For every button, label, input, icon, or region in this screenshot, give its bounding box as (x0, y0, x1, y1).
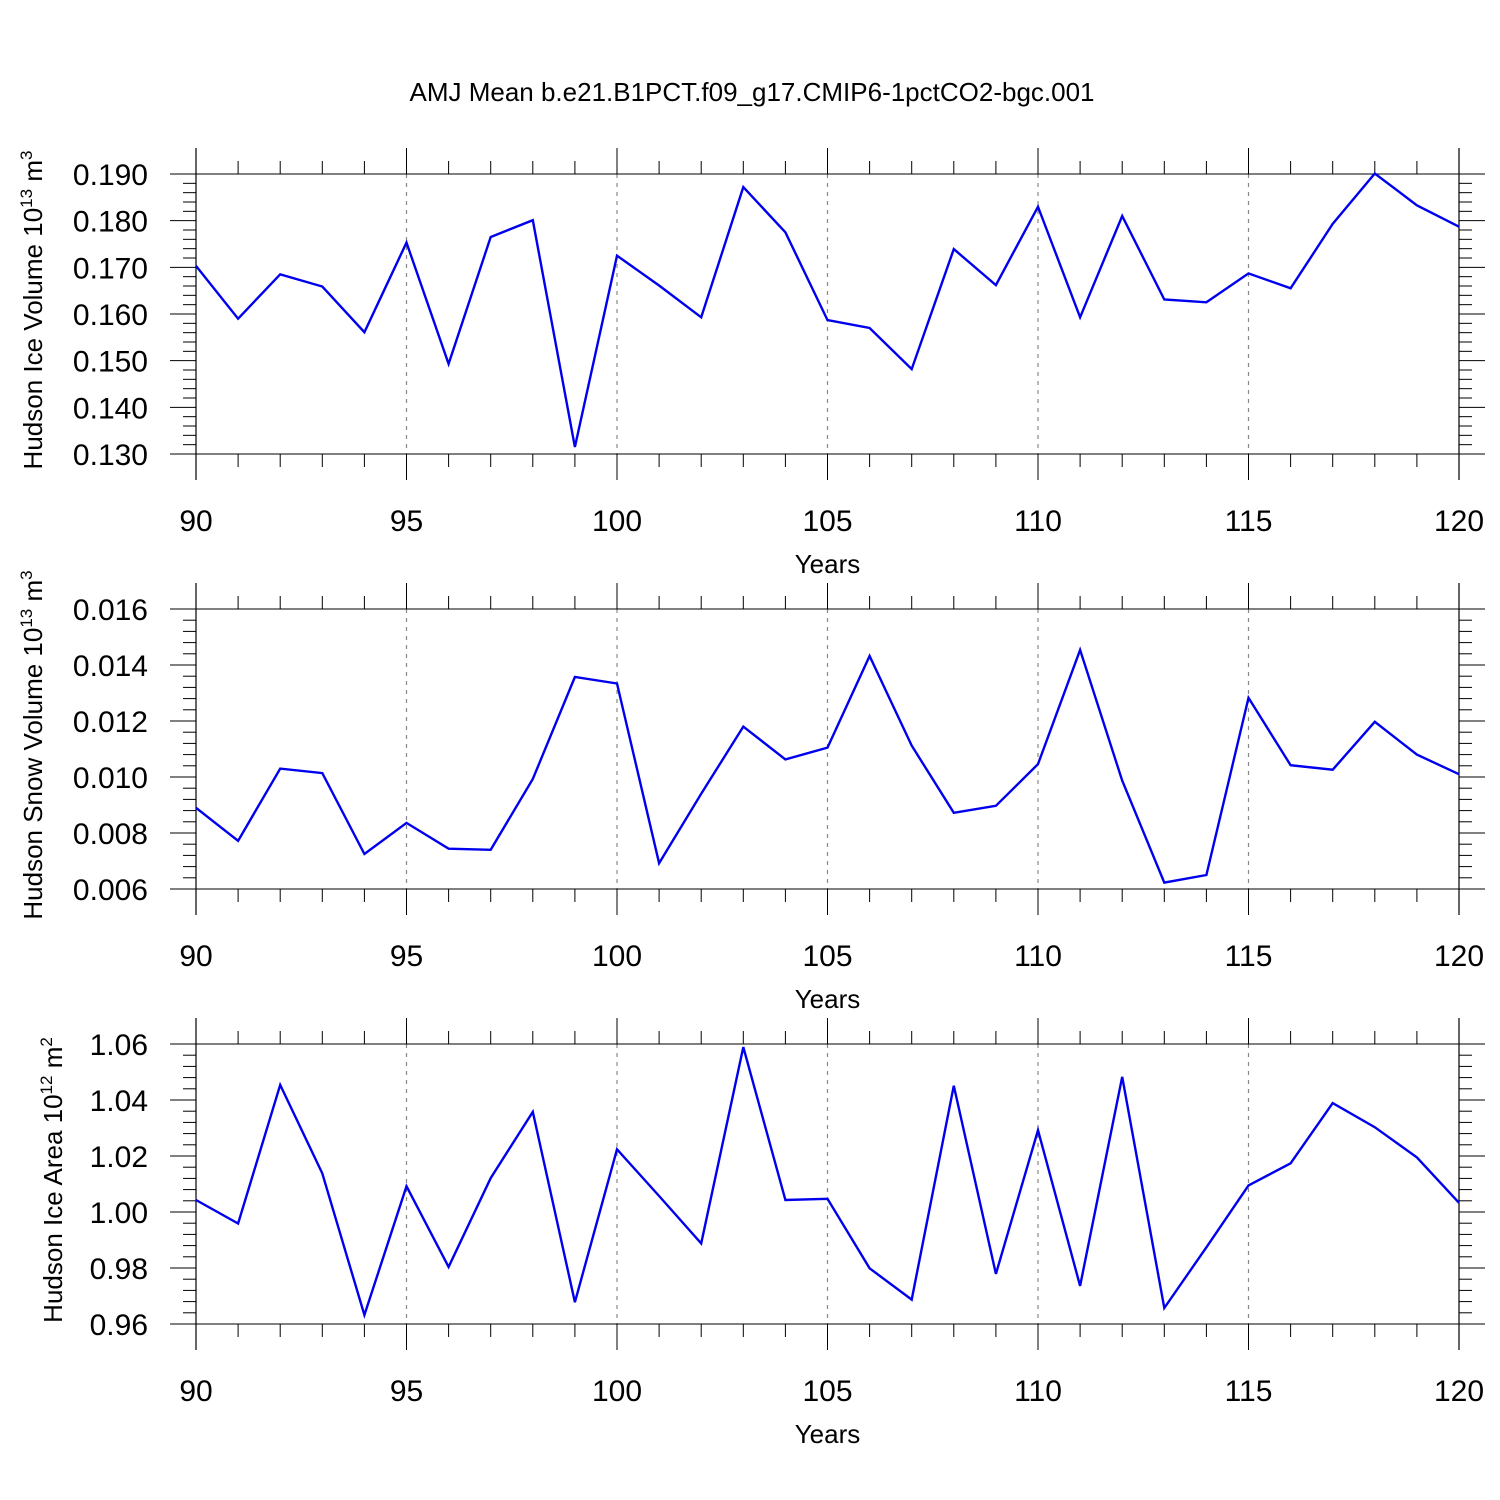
x-tick-label: 110 (1014, 1375, 1062, 1408)
x-tick-label: 120 (1434, 940, 1484, 973)
series-line (195, 1046, 1460, 1320)
y-tick-label: 0.180 (73, 206, 148, 239)
y-tick-label: 0.140 (73, 392, 148, 425)
panel-snow-volume: 0.006 0.008 0.010 0.012 0.014 0.016 90 95 100 105… (17, 570, 1485, 1014)
y-tick-label: 0.96 (90, 1309, 148, 1342)
y-tick-label: 0.016 (73, 594, 148, 627)
x-axis-title: Years (795, 984, 861, 1014)
y-tick-label: 0.014 (73, 650, 148, 683)
y-tick-label: 0.012 (73, 706, 148, 739)
series-line (195, 646, 1460, 884)
y-axis-title: Hudson Ice Volume 1013 m3 (17, 151, 48, 470)
y-tick-label: 0.150 (73, 346, 148, 379)
x-tick-label: 105 (802, 1375, 852, 1408)
x-axis-title: Years (795, 1419, 861, 1449)
x-tick-label: 110 (1014, 505, 1062, 538)
x-tick-label: 120 (1434, 505, 1484, 538)
x-tick-label: 95 (390, 940, 423, 973)
y-axis-title: Hudson Ice Area 1012 m2 (37, 1037, 68, 1323)
x-tick-label: 90 (179, 1375, 212, 1408)
y-tick-label: 1.02 (90, 1141, 148, 1174)
y-tick-label: 0.010 (73, 762, 148, 795)
x-tick-label: 110 (1014, 940, 1062, 973)
x-tick-label: 115 (1225, 505, 1273, 538)
y-tick-label: 0.008 (73, 818, 148, 851)
y-tick-label: 0.98 (90, 1253, 148, 1286)
y-tick-label: 1.04 (90, 1085, 148, 1118)
series-line (195, 171, 1460, 448)
y-tick-label: 0.190 (73, 159, 148, 192)
figure-title: AMJ Mean b.e21.B1PCT.f09_g17.CMIP6-1pctC… (409, 77, 1094, 107)
x-tick-label: 90 (179, 505, 212, 538)
x-tick-label: 105 (802, 505, 852, 538)
y-axis-title: Hudson Snow Volume 1013 m3 (17, 570, 48, 919)
x-tick-label: 95 (390, 1375, 423, 1408)
x-tick-label: 115 (1225, 1375, 1273, 1408)
panel-ice-volume: 0.130 0.140 0.150 0.160 0.170 0.180 0.190 90 95 1… (17, 148, 1485, 579)
y-tick-label: 0.170 (73, 252, 148, 285)
y-tick-label: 0.006 (73, 874, 148, 907)
x-tick-label: 105 (802, 940, 852, 973)
y-tick-label: 1.06 (90, 1029, 148, 1062)
panel-ice-area: 0.96 0.98 1.00 1.02 1.04 1.06 90 95 100 105 110 115… (37, 1018, 1485, 1449)
x-axis-title: Years (795, 549, 861, 579)
x-tick-label: 90 (179, 940, 212, 973)
x-tick-label: 100 (592, 505, 642, 538)
x-tick-label: 115 (1225, 940, 1273, 973)
y-tick-label: 1.00 (90, 1197, 148, 1230)
x-tick-label: 120 (1434, 1375, 1484, 1408)
x-tick-label: 100 (592, 1375, 642, 1408)
x-tick-label: 100 (592, 940, 642, 973)
y-tick-label: 0.160 (73, 299, 148, 332)
y-tick-label: 0.130 (73, 439, 148, 472)
x-tick-label: 95 (390, 505, 423, 538)
